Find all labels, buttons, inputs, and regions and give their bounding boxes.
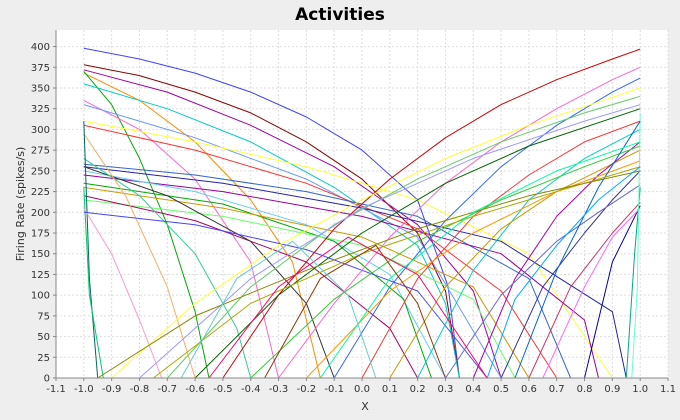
series-line-5 <box>83 71 210 379</box>
series-line-37 <box>500 170 641 379</box>
series-line-51 <box>208 236 488 379</box>
series-line-21 <box>83 133 196 379</box>
x-tick-label: -0.7 <box>158 384 178 395</box>
x-tick-label: -0.9 <box>102 384 122 395</box>
x-tick-label: 0.2 <box>410 384 426 395</box>
series-line-23 <box>83 187 104 379</box>
series-line-24 <box>83 207 163 379</box>
y-tick-label: 350 <box>31 84 50 95</box>
series-line-32 <box>139 104 641 379</box>
x-tick-label: -0.8 <box>130 384 150 395</box>
x-tick-label: -0.1 <box>324 384 344 395</box>
series-line-30 <box>111 87 641 379</box>
series-line-20 <box>83 157 252 379</box>
series-line-28 <box>333 77 641 379</box>
series-line-36 <box>472 141 641 379</box>
x-tick-label: -0.4 <box>241 384 261 395</box>
series-line-46 <box>514 120 641 379</box>
series-line-35 <box>389 149 641 379</box>
series-line-13 <box>83 174 599 379</box>
x-tick-label: -0.2 <box>297 384 317 395</box>
series-line-43 <box>542 207 641 379</box>
series-line-2 <box>83 64 460 379</box>
series-line-17 <box>83 199 516 379</box>
series-line-52 <box>264 244 446 379</box>
y-tick-label: 175 <box>31 229 50 240</box>
x-tick-label: -0.3 <box>269 384 289 395</box>
series-line-10 <box>83 124 558 379</box>
y-tick-label: 125 <box>31 270 50 281</box>
series-line-53 <box>180 240 377 379</box>
y-axis-label: Firing Rate (spikes/s) <box>14 147 27 262</box>
x-tick-label: 0.9 <box>604 384 620 395</box>
series-line-25 <box>83 211 488 379</box>
y-tick-label: 400 <box>31 42 50 53</box>
series-line-7 <box>83 99 279 379</box>
y-tick-label: 75 <box>37 311 50 322</box>
series-line-9 <box>83 120 613 379</box>
x-tick-label: 1.0 <box>632 384 648 395</box>
series-line-50 <box>319 141 641 379</box>
chart-title: Activities <box>295 5 385 25</box>
x-tick-label: 1.1 <box>660 384 676 395</box>
series-line-41 <box>528 201 641 379</box>
y-tick-label: 250 <box>31 166 50 177</box>
y-tick-label: 325 <box>31 104 50 115</box>
y-tick-label: 150 <box>31 249 50 260</box>
series-line-22 <box>83 121 99 379</box>
y-tick-label: 200 <box>31 208 50 219</box>
x-tick-label: 0.1 <box>382 384 398 395</box>
series-line-3 <box>83 69 502 379</box>
series-line-8 <box>83 104 502 379</box>
x-tick-label: 0.8 <box>577 384 593 395</box>
series-line-40 <box>445 184 641 379</box>
x-tick-label: 0.6 <box>521 384 537 395</box>
y-tick-label: 225 <box>31 187 50 198</box>
x-tick-label: 0.0 <box>354 384 370 395</box>
series-line-39 <box>306 160 641 379</box>
y-tick-label: 275 <box>31 146 50 157</box>
series-line-33 <box>361 120 641 379</box>
x-tick-label: 0.7 <box>549 384 565 395</box>
series-line-48 <box>97 170 641 379</box>
x-tick-label: -1.0 <box>74 384 94 395</box>
x-tick-label: 0.4 <box>465 384 481 395</box>
series-line-6 <box>83 83 460 379</box>
x-tick-label: -0.6 <box>185 384 205 395</box>
x-tick-label: -0.5 <box>213 384 233 395</box>
y-tick-label: 300 <box>31 125 50 136</box>
x-tick-label: -1.1 <box>46 384 66 395</box>
y-tick-label: 375 <box>31 63 50 74</box>
series-line-15 <box>83 182 432 379</box>
x-tick-label: 0.3 <box>438 384 454 395</box>
series-line-42 <box>584 205 641 379</box>
series-line-31 <box>194 108 641 379</box>
y-tick-label: 50 <box>37 332 50 343</box>
x-tick-label: 0.5 <box>493 384 509 395</box>
series-line-49 <box>486 166 641 379</box>
y-tick-label: 0 <box>44 374 50 385</box>
y-tick-label: 100 <box>31 291 50 302</box>
x-axis-label: X <box>361 400 369 413</box>
y-tick-label: 25 <box>37 353 50 364</box>
series-line-29 <box>166 95 641 379</box>
series-line-14 <box>83 170 446 379</box>
series-line-47 <box>153 166 641 379</box>
